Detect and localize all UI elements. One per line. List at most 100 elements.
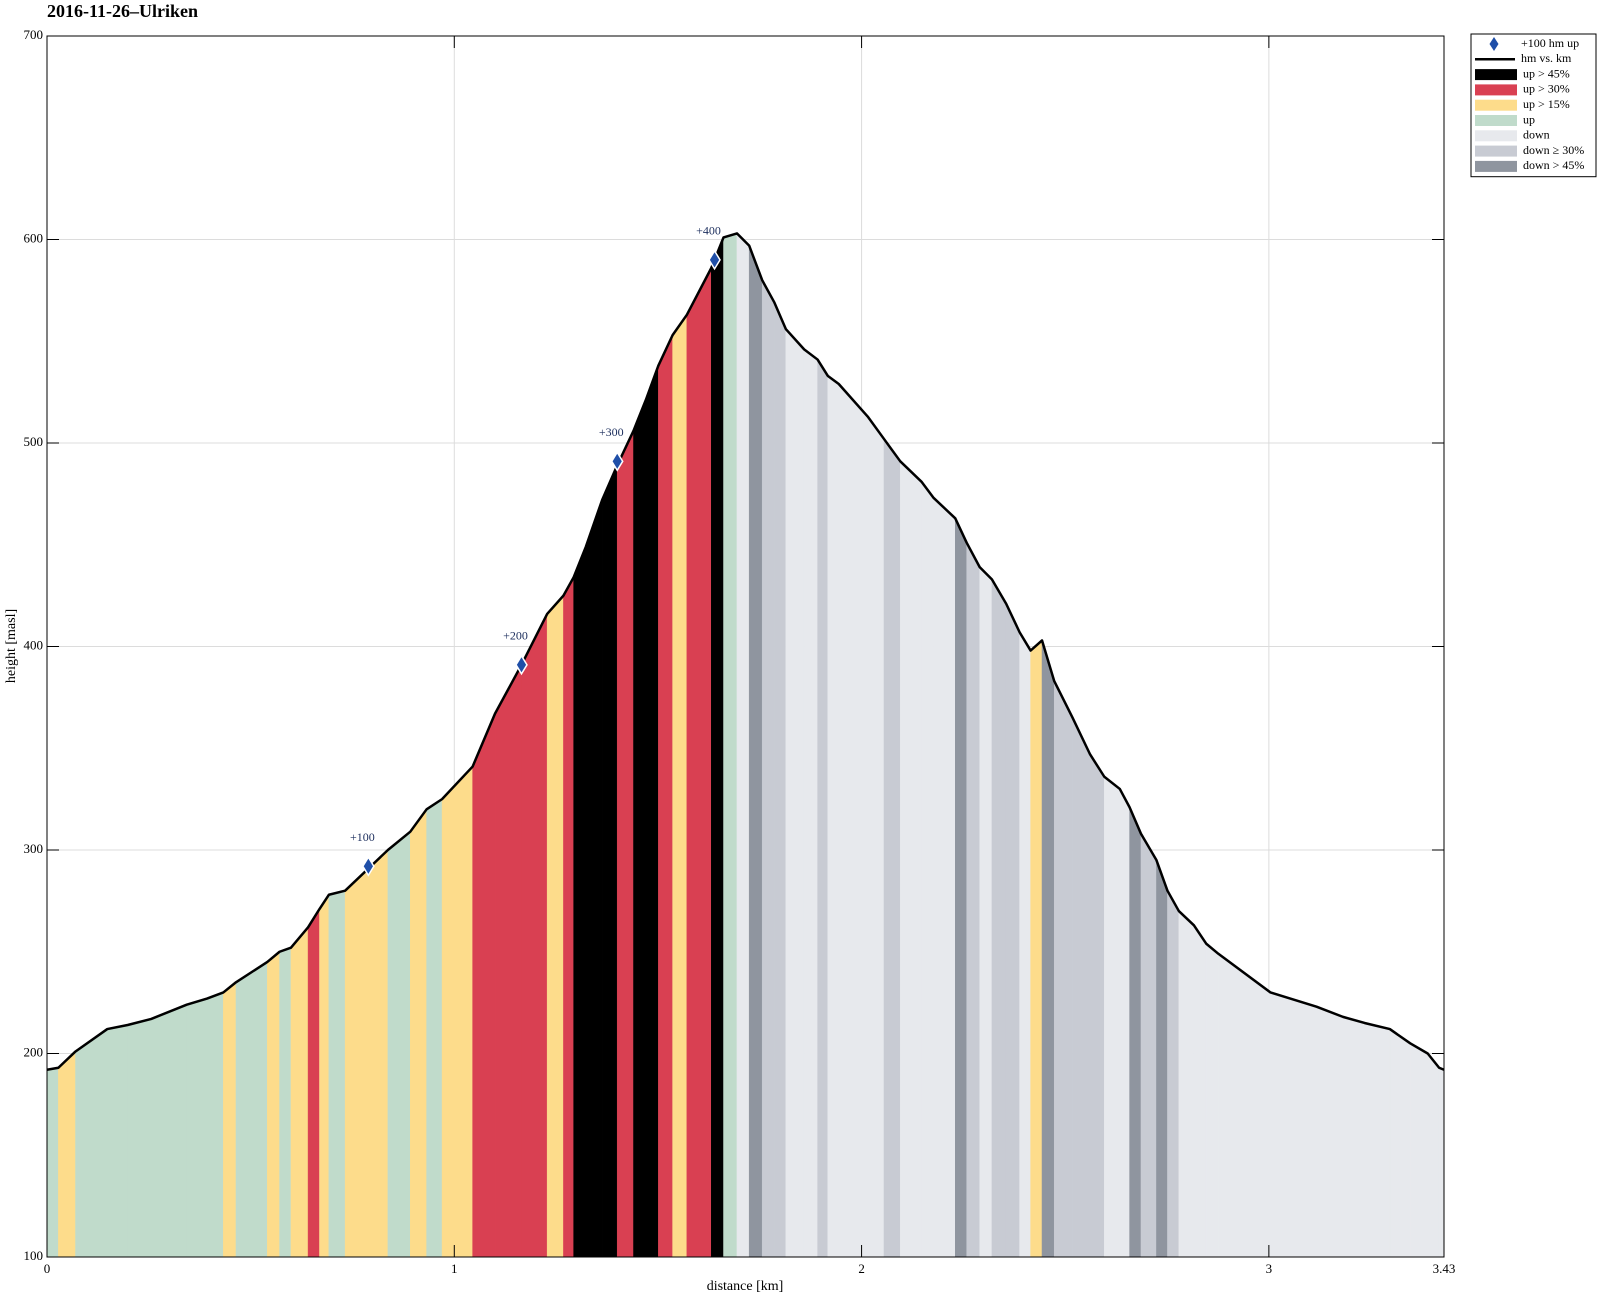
legend-label: up > 45% bbox=[1523, 66, 1570, 80]
slope-band bbox=[546, 594, 564, 1258]
marker-label: +300 bbox=[599, 425, 624, 439]
slope-band bbox=[616, 430, 634, 1258]
slope-band bbox=[736, 232, 750, 1258]
legend-swatch bbox=[1475, 69, 1517, 81]
slope-band bbox=[838, 383, 868, 1258]
slope-band bbox=[1342, 1016, 1365, 1258]
legend-swatch bbox=[1475, 145, 1517, 157]
slope-band bbox=[761, 280, 775, 1258]
slope-band bbox=[979, 566, 993, 1258]
slope-band bbox=[127, 1018, 152, 1258]
y-tick-label: 700 bbox=[24, 27, 44, 42]
slope-band bbox=[803, 348, 818, 1258]
slope-band bbox=[58, 1050, 76, 1258]
slope-band bbox=[900, 460, 922, 1258]
slope-band bbox=[1438, 1067, 1445, 1258]
y-tick-label: 500 bbox=[24, 434, 44, 449]
x-tick-label: 3 bbox=[1266, 1261, 1273, 1276]
marker bbox=[361, 855, 375, 877]
x-tick-label: 0 bbox=[44, 1261, 51, 1276]
slope-band bbox=[1053, 680, 1073, 1258]
slope-band bbox=[1205, 943, 1219, 1258]
slope-band bbox=[1019, 631, 1031, 1258]
legend-swatch bbox=[1475, 115, 1517, 126]
x-tick-label: 3.43 bbox=[1433, 1261, 1456, 1276]
slope-band bbox=[785, 328, 805, 1258]
y-tick-label: 300 bbox=[24, 841, 44, 856]
slope-band bbox=[426, 798, 443, 1258]
slope-band bbox=[867, 415, 885, 1258]
slope-band bbox=[645, 365, 659, 1258]
slope-band bbox=[521, 613, 548, 1258]
marker bbox=[708, 249, 721, 271]
slope-band bbox=[658, 335, 673, 1258]
slope-band bbox=[774, 302, 787, 1258]
legend-label: up bbox=[1523, 112, 1535, 126]
y-tick-label: 200 bbox=[24, 1044, 44, 1059]
slope-band bbox=[1270, 992, 1317, 1258]
slope-band bbox=[573, 546, 587, 1258]
slope-band bbox=[1409, 1042, 1428, 1258]
slope-band bbox=[991, 578, 1007, 1258]
slope-band bbox=[1119, 788, 1130, 1258]
y-axis-label: height [masl] bbox=[4, 609, 19, 683]
slope-band bbox=[1030, 639, 1043, 1258]
legend-swatch bbox=[1475, 160, 1517, 172]
slope-band bbox=[1364, 1022, 1391, 1258]
slope-band bbox=[563, 576, 574, 1258]
slope-band bbox=[328, 890, 346, 1258]
slope-band bbox=[1156, 860, 1168, 1258]
marker-label: +200 bbox=[503, 629, 528, 643]
slope-band bbox=[1218, 953, 1271, 1258]
slope-band bbox=[344, 849, 389, 1258]
slope-band bbox=[1005, 603, 1020, 1258]
x-tick-label: 1 bbox=[451, 1261, 458, 1276]
x-tick-label: 2 bbox=[858, 1261, 865, 1276]
slope-band bbox=[1389, 1028, 1411, 1258]
slope-band bbox=[1129, 807, 1142, 1258]
slope-band bbox=[1178, 910, 1195, 1258]
slope-band bbox=[933, 497, 956, 1258]
slope-band bbox=[748, 245, 763, 1258]
slope-band bbox=[723, 233, 738, 1258]
slope-band bbox=[1193, 924, 1207, 1258]
slope-band bbox=[883, 438, 901, 1258]
slope-band bbox=[472, 713, 496, 1258]
slope-band bbox=[410, 808, 427, 1258]
slope-band bbox=[235, 961, 268, 1258]
y-tick-label: 100 bbox=[24, 1248, 44, 1263]
slope-band bbox=[307, 908, 320, 1258]
legend-swatch bbox=[1475, 84, 1517, 96]
marker bbox=[610, 450, 624, 472]
slope-band bbox=[319, 893, 330, 1258]
legend-label: down ≥ 30% bbox=[1523, 143, 1584, 157]
slope-band bbox=[494, 664, 522, 1258]
slope-band bbox=[672, 314, 688, 1258]
slope-band bbox=[1140, 832, 1157, 1258]
slope-band bbox=[1427, 1052, 1440, 1258]
slope-band bbox=[633, 400, 646, 1258]
slope-band bbox=[441, 765, 473, 1258]
slope-band bbox=[206, 992, 224, 1258]
slope-band bbox=[1167, 889, 1180, 1258]
slope-band bbox=[267, 951, 280, 1258]
slope-band bbox=[817, 358, 829, 1258]
slope-band bbox=[585, 499, 603, 1258]
legend-swatch bbox=[1475, 99, 1517, 111]
slope-band bbox=[955, 518, 967, 1258]
slope-band bbox=[387, 831, 411, 1258]
profile-line bbox=[46, 232, 1445, 1072]
slope-band bbox=[279, 947, 292, 1258]
slope-band bbox=[290, 926, 309, 1258]
marker bbox=[515, 654, 528, 676]
x-axis-label: distance [km] bbox=[707, 1279, 784, 1294]
marker-label: +400 bbox=[696, 224, 721, 238]
legend-label: down > 45% bbox=[1523, 158, 1584, 172]
legend-label: up > 30% bbox=[1523, 82, 1570, 96]
chart-title: 2016-11-26–Ulriken bbox=[47, 1, 198, 21]
slope-band bbox=[151, 1004, 187, 1258]
slope-band bbox=[711, 237, 724, 1258]
slope-band bbox=[827, 375, 840, 1258]
slope-band bbox=[1104, 776, 1121, 1258]
